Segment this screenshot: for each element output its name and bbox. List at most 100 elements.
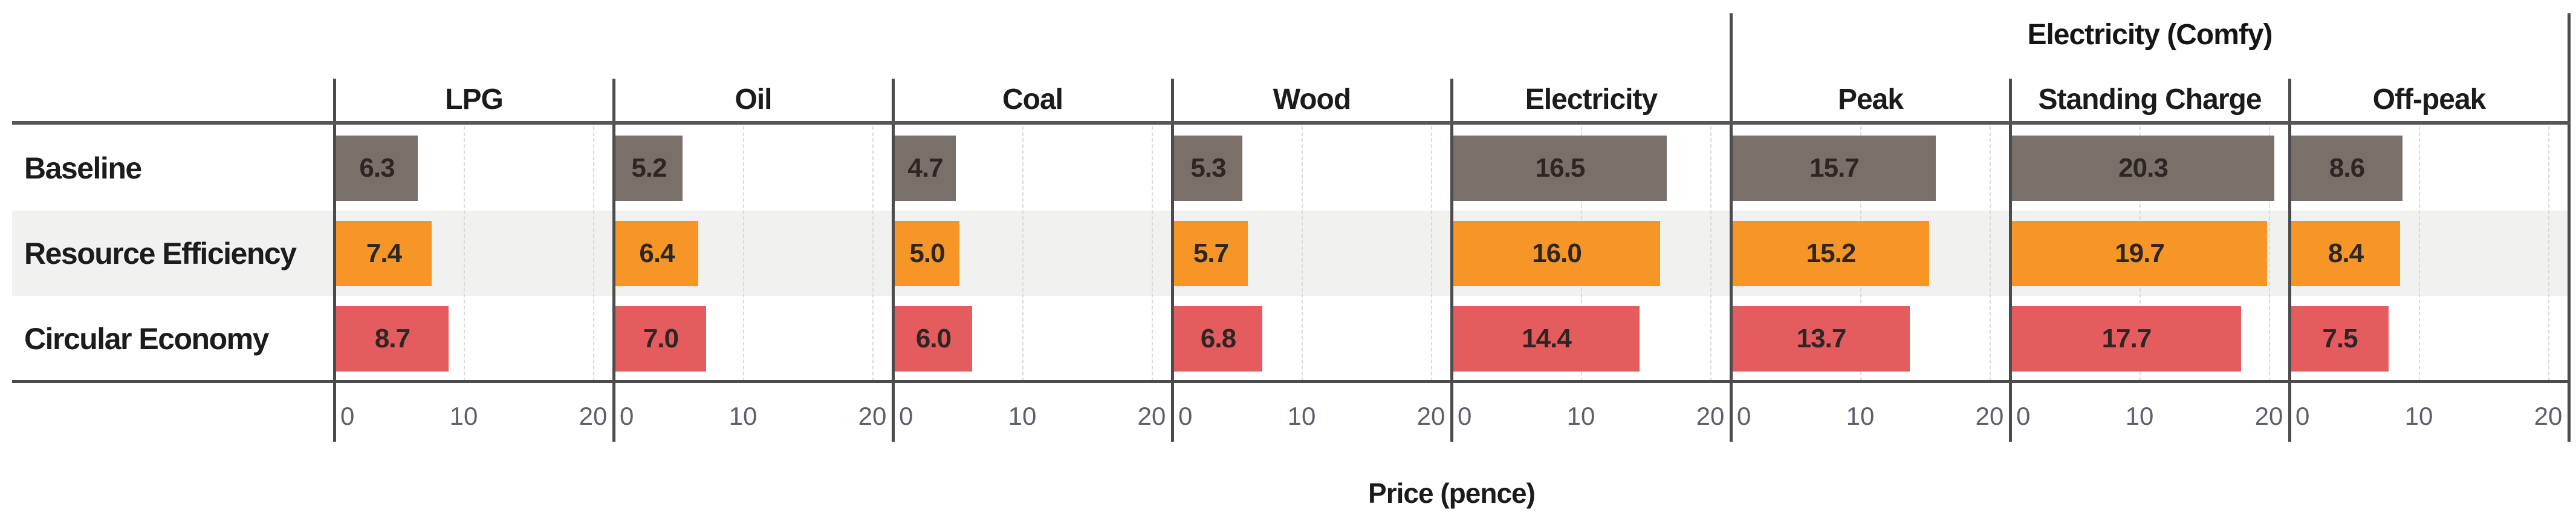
bar-value-label: 17.7: [2101, 323, 2152, 353]
gridline-10-coal: [1022, 126, 1024, 381]
bar-baseline-lpg: 6.3: [336, 135, 418, 201]
bar-value-label: 5.2: [631, 152, 667, 183]
panel-divider-wood: [1171, 79, 1174, 442]
bar-value-label: 6.8: [1200, 323, 1236, 353]
bar-circular-economy-coal: 6.0: [895, 306, 972, 372]
panel-divider-off-peak: [2288, 79, 2291, 442]
panel-divider-oil: [612, 79, 615, 442]
bar-value-label: 15.7: [1809, 152, 1860, 183]
chart-right-boundary: [2568, 13, 2571, 442]
tick-20-peak: 20: [1975, 402, 2004, 430]
bar-resource-efficiency-peak: 15.2: [1733, 220, 1929, 286]
bar-circular-economy-off-peak: 7.5: [2291, 306, 2389, 372]
bar-circular-economy-lpg: 8.7: [336, 306, 449, 372]
tick-20-coal: 20: [1137, 402, 1166, 430]
gridline-10-lpg: [464, 126, 465, 381]
tick-10-off-peak: 10: [2404, 402, 2433, 430]
tick-0-peak: 0: [1737, 402, 1751, 430]
bar-baseline-standing-charge: 20.3: [2012, 135, 2274, 201]
bar-resource-efficiency-coal: 5.0: [895, 220, 959, 286]
panel-divider-coal: [892, 79, 895, 442]
panel-header-off-peak: Off-peak: [2372, 84, 2487, 116]
bar-resource-efficiency-wood: 5.7: [1174, 220, 1248, 286]
tick-20-oil: 20: [858, 402, 887, 430]
bar-baseline-electricity: 16.5: [1453, 135, 1667, 201]
bar-baseline-peak: 15.7: [1733, 135, 1936, 201]
bar-resource-efficiency-oil: 6.4: [615, 220, 698, 286]
tick-10-peak: 10: [1846, 402, 1875, 430]
x-axis-line: [12, 380, 2571, 383]
bar-value-label: 5.0: [909, 238, 945, 268]
panel-header-wood: Wood: [1273, 84, 1351, 116]
group-header-label: Electricity (Comfy): [2027, 19, 2273, 51]
gridline-10-off-peak: [2419, 126, 2420, 381]
bar-value-label: 19.7: [2115, 238, 2165, 268]
gridline-20-off-peak: [2548, 126, 2549, 381]
gridline-20-wood: [1431, 126, 1432, 381]
bar-value-label: 5.7: [1193, 238, 1229, 268]
bar-value-label: 6.0: [915, 323, 952, 353]
tick-0-lpg: 0: [340, 402, 355, 430]
panel-divider-standing-charge: [2009, 79, 2012, 442]
panel-header-coal: Coal: [1002, 84, 1063, 116]
panel-header-standing-charge: Standing Charge: [2038, 84, 2262, 116]
panel-divider-electricity: [1450, 79, 1453, 442]
tick-10-electricity: 10: [1566, 402, 1595, 430]
tick-0-coal: 0: [899, 402, 913, 430]
tick-20-electricity: 20: [1696, 402, 1725, 430]
bar-value-label: 20.3: [2118, 152, 2169, 183]
bar-value-label: 8.4: [2328, 238, 2364, 268]
x-axis-title: Price (pence): [1368, 477, 1536, 509]
tick-10-oil: 10: [728, 402, 758, 430]
gridline-10-wood: [1302, 126, 1303, 381]
gridline-10-oil: [743, 126, 744, 381]
bar-value-label: 16.0: [1532, 238, 1582, 268]
bar-circular-economy-peak: 13.7: [1733, 306, 1910, 372]
row-label-circular-economy: Circular Economy: [24, 321, 269, 356]
tick-0-oil: 0: [620, 402, 634, 430]
tick-0-standing-charge: 0: [2016, 402, 2031, 430]
tick-10-standing-charge: 10: [2125, 402, 2154, 430]
row-label-baseline: Baseline: [24, 151, 142, 185]
bar-baseline-oil: 5.2: [615, 135, 683, 201]
bar-value-label: 16.5: [1535, 152, 1586, 183]
gridline-20-peak: [1990, 126, 1991, 381]
header-underline: [12, 121, 2571, 125]
bar-value-label: 8.6: [2329, 152, 2365, 183]
panel-header-peak: Peak: [1837, 84, 1904, 116]
gridline-20-coal: [1152, 126, 1153, 381]
panel-divider-peak: [1730, 13, 1733, 442]
bar-circular-economy-wood: 6.8: [1174, 306, 1262, 372]
tick-20-off-peak: 20: [2534, 402, 2563, 430]
bar-value-label: 14.4: [1522, 323, 1572, 353]
bar-value-label: 15.2: [1806, 238, 1857, 268]
tick-0-wood: 0: [1178, 402, 1193, 430]
tick-0-off-peak: 0: [2295, 402, 2310, 430]
gridline-20-standing-charge: [2269, 126, 2270, 381]
bar-resource-efficiency-standing-charge: 19.7: [2012, 220, 2267, 286]
panel-header-lpg: LPG: [445, 84, 504, 116]
tick-0-electricity: 0: [1458, 402, 1472, 430]
tick-10-wood: 10: [1287, 402, 1316, 430]
bar-value-label: 4.7: [907, 152, 943, 183]
bar-value-label: 5.3: [1190, 152, 1226, 183]
bar-value-label: 8.7: [374, 323, 410, 353]
bar-resource-efficiency-off-peak: 8.4: [2291, 220, 2400, 286]
tick-20-lpg: 20: [579, 402, 608, 430]
bar-resource-efficiency-lpg: 7.4: [336, 220, 432, 286]
bar-value-label: 7.0: [643, 323, 679, 353]
gridline-20-lpg: [593, 126, 594, 381]
bar-circular-economy-electricity: 14.4: [1453, 306, 1640, 372]
bar-resource-efficiency-electricity: 16.0: [1453, 220, 1660, 286]
gridline-20-electricity: [1710, 126, 1711, 381]
bar-baseline-wood: 5.3: [1174, 135, 1242, 201]
bar-value-label: 7.5: [2322, 323, 2358, 353]
row-label-resource-efficiency: Resource Efficiency: [24, 236, 297, 270]
bar-value-label: 6.4: [639, 238, 675, 268]
panel-header-electricity: Electricity: [1525, 84, 1658, 116]
tick-20-wood: 20: [1416, 402, 1445, 430]
bar-value-label: 6.3: [359, 152, 395, 183]
bar-baseline-off-peak: 8.6: [2291, 135, 2402, 201]
panel-divider-lpg: [333, 79, 336, 442]
